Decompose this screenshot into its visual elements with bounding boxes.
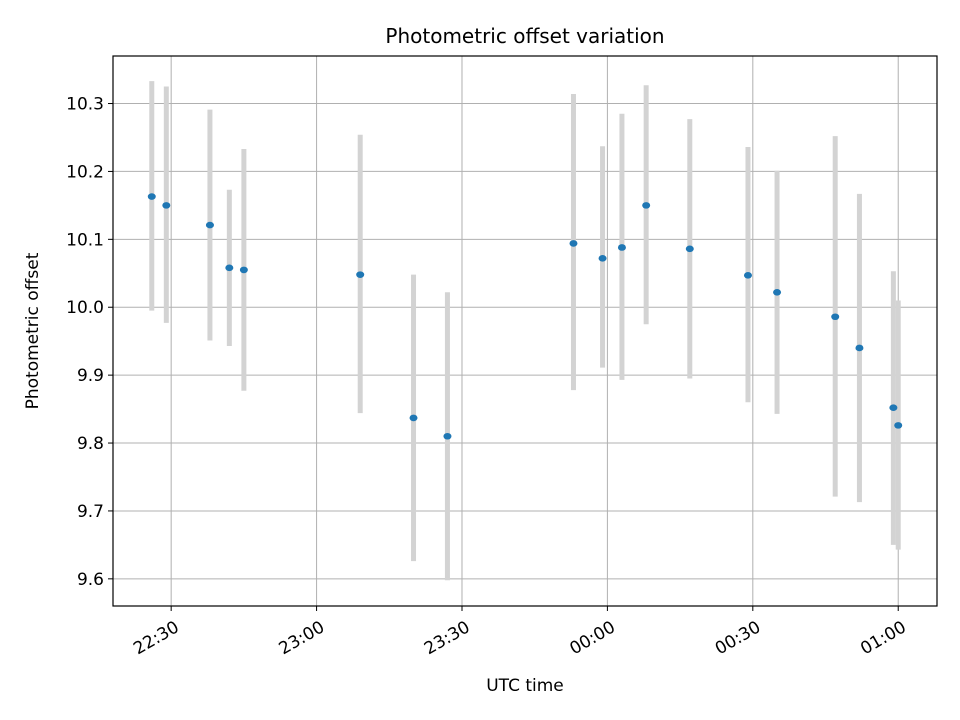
y-tick-label: 10.0 [66, 298, 104, 318]
data-point [162, 202, 171, 209]
y-tick-label: 9.8 [77, 434, 104, 454]
chart-title: Photometric offset variation [385, 24, 664, 48]
data-point [356, 271, 365, 278]
data-point [409, 414, 418, 422]
plot-frame [112, 55, 938, 607]
data-point [443, 432, 452, 440]
data-point [831, 313, 840, 321]
data-point [147, 193, 156, 200]
y-tick-label: 10.1 [66, 230, 104, 250]
data-point [239, 266, 248, 274]
data-point [743, 272, 752, 279]
data-point [598, 255, 607, 262]
y-axis-ticks: 9.6 9.7 9.8 9.9 10.0 10.1 10.2 10.3 [66, 95, 113, 590]
data-point [773, 288, 782, 296]
y-axis-label: Photometric offset [23, 252, 43, 409]
data-point [225, 264, 234, 272]
data-point [617, 244, 626, 251]
data-point [855, 344, 864, 352]
y-tick-label: 9.7 [77, 502, 104, 522]
data-point [205, 221, 214, 229]
data-point [569, 240, 578, 247]
data-point [642, 202, 651, 209]
data-points [147, 193, 903, 440]
data-point [685, 245, 694, 253]
data-point [894, 422, 903, 429]
x-axis-label: UTC time [486, 676, 564, 696]
y-tick-label: 10.2 [66, 162, 104, 182]
y-tick-label: 9.6 [77, 570, 104, 590]
y-tick-label: 10.3 [66, 95, 104, 115]
y-tick-label: 9.9 [77, 366, 104, 386]
data-point [889, 404, 898, 412]
